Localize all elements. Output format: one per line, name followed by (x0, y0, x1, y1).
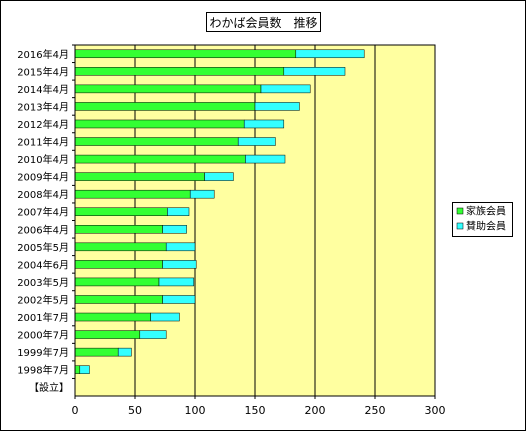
bar-support (254, 102, 300, 111)
y-tick-label: 2004年6月 (17, 258, 69, 271)
bar-support (162, 260, 197, 269)
legend-swatch (456, 207, 464, 215)
y-tick-label: 2001年7月 (17, 311, 69, 324)
bar-support (167, 207, 190, 216)
bar-support (162, 225, 187, 234)
bar-support (117, 347, 132, 357)
x-tick-label: 300 (425, 404, 446, 417)
y-tick-label: 2002年5月 (17, 293, 69, 306)
bar-family (74, 347, 119, 357)
legend-label: 家族会員 (466, 205, 506, 218)
bar-family (74, 295, 163, 304)
y-tick-label: 2005年5月 (17, 241, 69, 254)
y-tick-label: 1999年7月 (17, 346, 69, 359)
bar-family (74, 260, 163, 269)
bar-family (74, 277, 160, 287)
bar-support (283, 67, 346, 76)
bar-support (158, 277, 195, 287)
bar-family (74, 225, 163, 234)
y-tick-label: 2009年4月 (17, 171, 69, 184)
bar-support (260, 84, 311, 94)
bar-family (74, 119, 245, 129)
bar-support (243, 119, 285, 129)
y-tick-label: 2010年4月 (17, 153, 69, 166)
x-tick-label: 150 (245, 404, 266, 417)
bar-family (74, 312, 151, 322)
x-tick-label: 50 (128, 404, 142, 417)
y-tick-label: 2003年5月 (17, 276, 69, 289)
y-tick-label: 1998年7月 (17, 364, 69, 377)
bar-family (74, 172, 205, 181)
bar-family (74, 67, 285, 76)
x-tick-label: 250 (365, 404, 386, 417)
bar-support (189, 189, 215, 199)
bar-support (295, 49, 365, 59)
bar-support (237, 137, 276, 146)
legend-swatch (456, 222, 464, 230)
x-tick-label: 0 (72, 404, 79, 417)
bar-family (74, 137, 239, 146)
bar-family (74, 330, 141, 339)
bar-family (74, 49, 297, 59)
y-tick-label: 2012年4月 (17, 118, 69, 131)
bar-family (74, 84, 262, 94)
bar-family (74, 189, 191, 199)
bar-family (74, 102, 256, 111)
y-tick-label: 2006年4月 (17, 223, 69, 236)
bar-support (204, 172, 234, 181)
y-tick-label: 【設立】 (29, 381, 69, 394)
y-tick-label: 2008年4月 (17, 188, 69, 201)
y-tick-label: 2014年4月 (17, 83, 69, 96)
legend-label: 賛助会員 (466, 220, 506, 233)
y-tick-label: 2015年4月 (17, 65, 69, 78)
y-tick-label: 2000年7月 (17, 329, 69, 342)
bar-family (74, 207, 168, 216)
bar-support (139, 330, 167, 339)
x-tick-label: 100 (185, 404, 206, 417)
chart-title: わかば会員数 推移 (209, 15, 317, 30)
bar-family (74, 365, 81, 374)
bar-support (165, 242, 196, 252)
bar-support (162, 295, 196, 304)
title-box (206, 12, 321, 32)
x-tick-label: 200 (305, 404, 326, 417)
bar-family (74, 154, 246, 164)
bar-support (79, 365, 90, 374)
bar-family (74, 242, 167, 252)
y-tick-label: 2016年4月 (17, 48, 69, 61)
y-tick-label: 2011年4月 (17, 136, 69, 149)
y-tick-label: 2007年4月 (17, 206, 69, 219)
bar-support (245, 154, 286, 164)
bar-support (150, 312, 180, 322)
y-tick-label: 2013年4月 (17, 100, 69, 113)
